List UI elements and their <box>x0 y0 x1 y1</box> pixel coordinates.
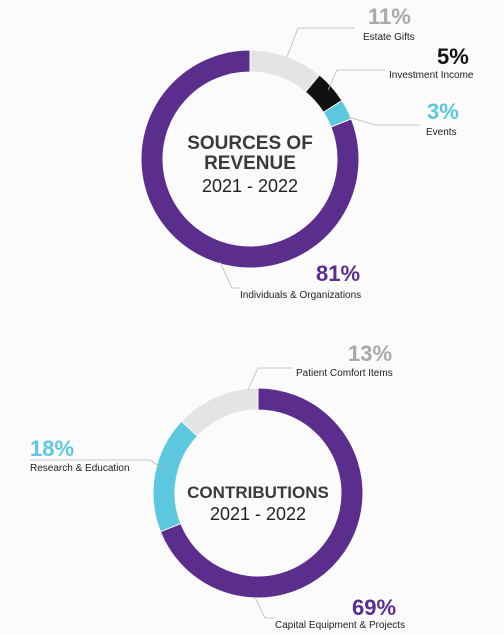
individuals-percent: 81% <box>316 261 361 286</box>
estate-gifts-label: Estate Gifts <box>363 32 415 43</box>
estate-gifts-leader-line <box>286 27 355 58</box>
events-percent: 3% <box>427 99 459 124</box>
capital-equipment-leader-line <box>254 596 275 619</box>
research-education-percent: 18% <box>30 436 75 461</box>
revenue-slice-individuals-organizations <box>140 49 360 269</box>
contributions-slice-capital-equipment-projects <box>159 387 364 599</box>
revenue-slice-estate-gifts <box>249 49 321 93</box>
investment-income-percent: 5% <box>437 44 469 69</box>
contributions-chart-title: CONTRIBUTIONS <box>187 483 329 502</box>
estate-gifts-percent: 11% <box>368 4 411 29</box>
revenue-chart-title: SOURCES OF REVENUE <box>187 133 313 174</box>
research-education-label: Research & Education <box>30 463 130 474</box>
investment-income-label: Investment Income <box>389 70 474 81</box>
individuals-label: Individuals & Organizations <box>240 290 362 301</box>
patient-comfort-label: Patient Comfort Items <box>296 368 393 379</box>
events-leader-line <box>344 115 420 126</box>
capital-equipment-label: Capital Equipment & Projects <box>275 620 406 631</box>
contributions-slice-patient-comfort-items <box>180 387 259 437</box>
individuals-leader-line <box>219 261 240 289</box>
investment-income-leader-line <box>327 69 385 91</box>
capital-equipment-percent: 69% <box>352 595 397 620</box>
patient-comfort-percent: 13% <box>348 341 393 366</box>
revenue-chart-subtitle: 2021 - 2022 <box>201 176 299 196</box>
events-label: Events <box>426 127 457 138</box>
research-education-leader-line <box>30 459 166 471</box>
contributions-chart-subtitle: 2021 - 2022 <box>209 504 307 524</box>
patient-comfort-leader-line <box>247 367 292 391</box>
